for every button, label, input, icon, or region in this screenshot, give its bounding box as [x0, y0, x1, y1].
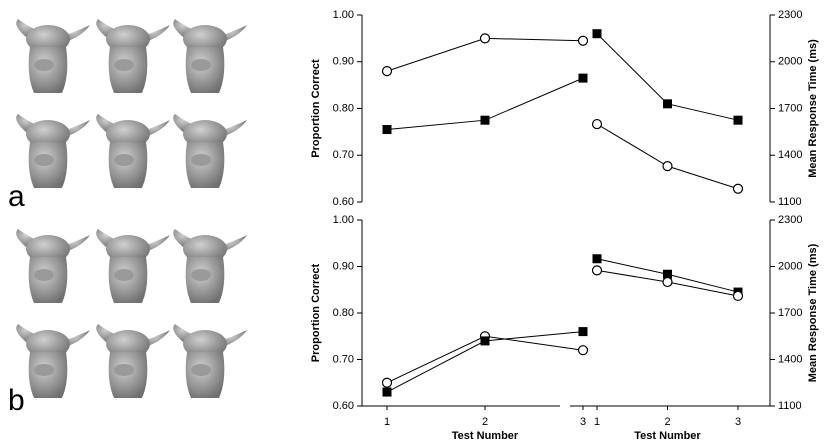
circle-marker: [577, 35, 589, 46]
y-axis-label: Proportion Correct: [310, 263, 322, 362]
y-tick-label: 0.90: [333, 260, 354, 272]
y-tick-label: 1700: [778, 102, 802, 114]
x-tick-label: 1: [384, 416, 390, 428]
y-tick-label: 0.80: [333, 307, 354, 319]
y-tick-label: 1.00: [333, 9, 354, 21]
y-tick-label: 1700: [778, 307, 802, 319]
y-tick-label: 0.80: [333, 102, 354, 114]
panel-label: a: [8, 180, 25, 213]
x-tick-label: 3: [580, 416, 586, 428]
square-marker: [578, 73, 588, 83]
panel-label: b: [8, 384, 25, 417]
square-marker: [592, 254, 602, 264]
circle-marker: [662, 276, 673, 288]
y-tick-label: 2000: [778, 260, 802, 272]
x-tick-label: 2: [482, 416, 488, 428]
series-line: [596, 123, 739, 190]
y-axis-label: Proportion Correct: [310, 59, 322, 158]
square-marker: [480, 336, 490, 346]
y-tick-label: 1400: [778, 149, 802, 161]
square-marker: [480, 115, 490, 125]
x-tick-label: 2: [664, 416, 670, 428]
circle-marker: [577, 345, 589, 356]
square-marker: [663, 269, 672, 279]
circle-marker: [479, 33, 491, 44]
y-tick-label: 1.00: [333, 214, 354, 226]
x-tick-label: 1: [594, 416, 600, 428]
square-marker: [382, 125, 392, 135]
y-tick-label: 1100: [778, 400, 802, 412]
x-tick-label: 3: [735, 416, 741, 428]
y-tick-label: 0.60: [333, 196, 354, 208]
greeble-images: [16, 19, 247, 398]
y-axis-label: Mean Response Time (ms): [807, 39, 819, 178]
y-tick-label: 2300: [778, 9, 802, 21]
circle-marker: [381, 65, 393, 77]
circle-marker: [662, 161, 673, 172]
circle-marker: [591, 118, 603, 130]
circle-marker: [381, 377, 393, 388]
y-tick-label: 2000: [778, 56, 802, 68]
y-tick-label: 1100: [778, 196, 802, 208]
square-marker: [733, 115, 743, 125]
circle-marker: [732, 183, 744, 194]
square-marker: [663, 99, 672, 109]
x-axis-label: Test Number: [452, 430, 519, 442]
circle-marker: [591, 265, 603, 276]
y-tick-label: 1400: [778, 353, 802, 365]
y-tick-label: 2300: [778, 214, 802, 226]
y-tick-label: 0.60: [333, 400, 354, 412]
square-marker: [592, 29, 602, 39]
y-tick-label: 0.70: [333, 353, 354, 365]
x-axis-label: Test Number: [634, 430, 701, 442]
square-marker: [578, 327, 588, 337]
square-marker: [382, 387, 392, 397]
circle-marker: [732, 290, 744, 302]
y-tick-label: 0.90: [333, 56, 354, 68]
y-axis-label: Mean Response Time (ms): [807, 243, 819, 382]
y-tick-label: 0.70: [333, 149, 354, 161]
